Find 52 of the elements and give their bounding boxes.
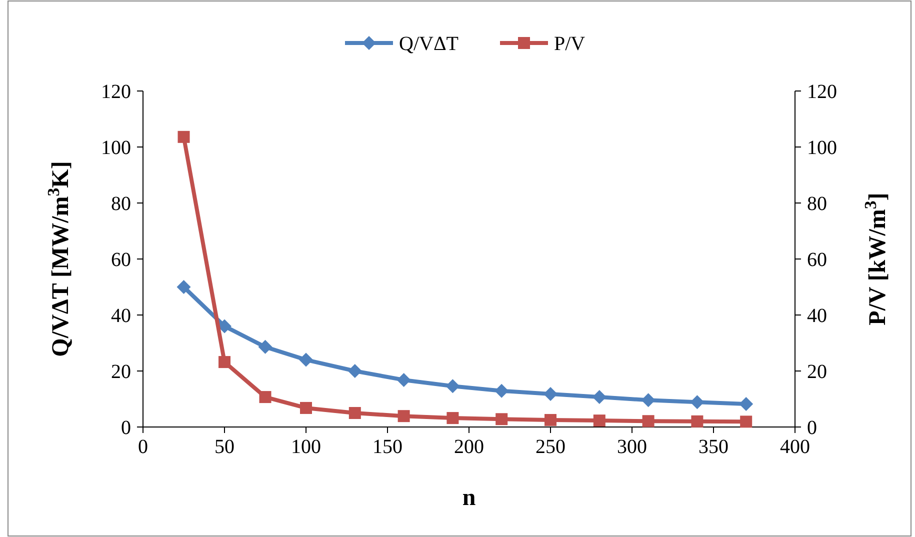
point [348,407,361,419]
point [218,319,232,334]
x-tick-label: 200 [454,436,484,458]
y-tick-label: 80 [111,193,131,215]
y2-tick-label: 100 [807,137,837,159]
y-tick-label: 40 [111,305,131,327]
y2-tick-label: 80 [807,193,827,215]
y2-tick-label: 60 [807,249,827,271]
point [178,130,190,143]
y-tick-label: 20 [111,361,131,383]
point [299,352,313,367]
point [398,410,410,422]
point [592,390,606,404]
x-axis-title: n [462,485,476,511]
point [494,384,509,398]
point [740,416,752,428]
y-tick-label: 100 [101,137,131,159]
point [218,356,230,368]
point [641,393,656,408]
y-tick-label: 60 [111,249,131,271]
point [259,391,272,404]
point [544,386,558,401]
y2-tick-label: 0 [807,417,817,439]
point [446,379,460,394]
x-tick-label: 150 [372,436,402,458]
x-tick-label: 350 [698,436,728,458]
point [396,372,411,387]
point [642,415,654,428]
point [258,340,272,354]
point [300,402,312,414]
y2-tick-label: 20 [807,361,827,383]
point [544,414,556,426]
point [691,415,704,428]
legend-label: Q/VΔT [399,33,459,55]
point [690,395,704,410]
y2-tick-label: 40 [807,305,827,327]
point [496,413,508,426]
y2-tick-label: 120 [807,81,837,103]
point [446,412,459,424]
x-tick-label: 0 [138,436,148,458]
y-tick-label: 120 [101,81,131,103]
point [176,280,191,294]
x-tick-label: 400 [780,436,810,458]
point [593,414,606,427]
point [739,397,754,412]
x-tick-label: 100 [291,436,321,458]
y-tick-label: 0 [121,417,131,439]
x-tick-label: 300 [617,436,647,458]
point [348,364,362,378]
x-tick-label: 250 [536,436,566,458]
legend-label: P/V [554,33,586,55]
x-tick-label: 50 [214,436,234,458]
